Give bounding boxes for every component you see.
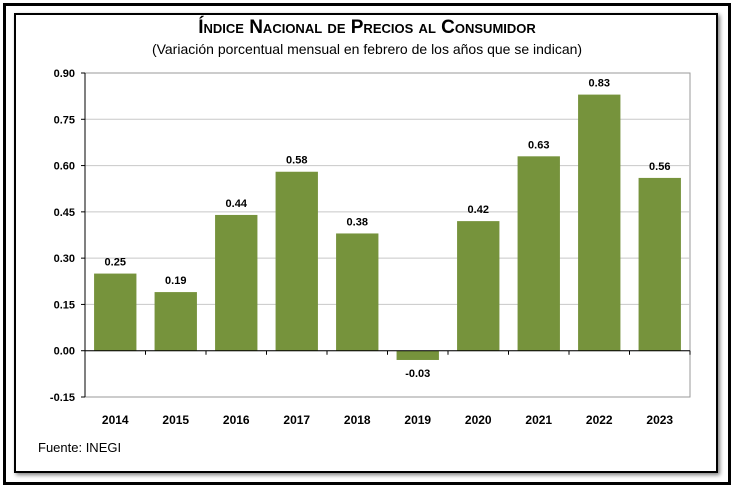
x-category-label: 2018: [344, 413, 371, 427]
data-label: 0.44: [226, 198, 248, 210]
data-label: 0.38: [347, 216, 368, 228]
bar: [94, 273, 137, 351]
data-label: 0.42: [468, 204, 489, 216]
y-tick-label: 0.90: [54, 68, 75, 80]
x-category-label: 2015: [162, 413, 189, 427]
bar: [215, 214, 258, 351]
data-label: 0.83: [589, 78, 610, 90]
data-label: 0.25: [105, 257, 126, 269]
x-category-label: 2016: [223, 413, 250, 427]
x-category-label: 2019: [404, 413, 431, 427]
x-category-label: 2020: [465, 413, 492, 427]
bar: [154, 292, 197, 351]
x-category-label: 2021: [525, 413, 552, 427]
source-note: Fuente: INEGI: [38, 440, 122, 455]
y-tick-label: -0.15: [50, 392, 75, 404]
bar: [396, 350, 439, 360]
y-tick-label: 0.60: [54, 161, 75, 173]
data-label: 0.56: [649, 161, 670, 173]
bar: [457, 221, 500, 351]
bar: [275, 171, 318, 351]
bar: [336, 233, 379, 351]
data-label: -0.03: [405, 368, 430, 380]
chart-subtitle: (Variación porcentual mensual en febrero…: [151, 41, 583, 57]
bar: [578, 94, 621, 351]
outer-frame: [3, 3, 731, 485]
data-label: 0.19: [165, 275, 186, 287]
bar: [638, 177, 681, 351]
y-tick-label: 0.75: [54, 114, 75, 126]
y-tick-label: 0.30: [54, 253, 75, 265]
y-tick-label: 0.45: [54, 207, 75, 219]
x-category-label: 2022: [586, 413, 613, 427]
data-label: 0.58: [286, 155, 307, 167]
data-label: 0.63: [528, 139, 549, 151]
inner-frame: [14, 13, 718, 473]
x-category-label: 2014: [102, 413, 129, 427]
y-tick-label: 0.15: [54, 299, 75, 311]
x-category-label: 2017: [283, 413, 310, 427]
chart-title: Índice Nacional de Precios al Consumidor: [198, 17, 536, 38]
bar: [517, 156, 560, 351]
x-category-label: 2023: [646, 413, 673, 427]
y-tick-label: 0.00: [54, 346, 75, 358]
